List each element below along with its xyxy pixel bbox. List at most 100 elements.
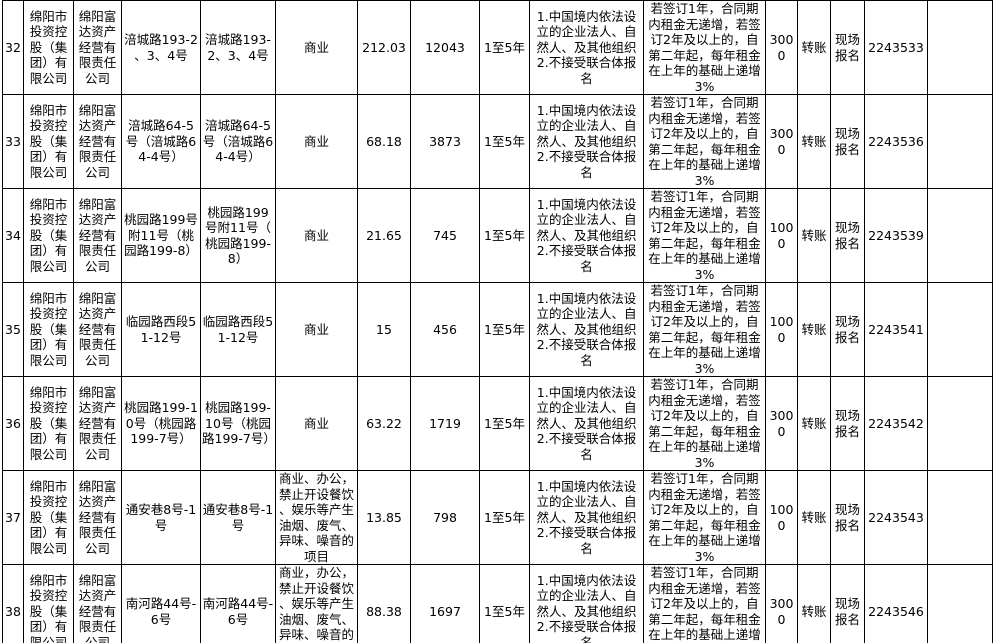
cell-lease-term: 1至5年	[479, 188, 530, 283]
cell-deposit-value: 1000	[765, 282, 798, 377]
cell-lease-term: 1至5年	[479, 0, 530, 95]
eligibility-line: 1.中国境内依法设立的企业法人、自然人、及其他组织	[536, 572, 637, 619]
cell-eligibility: 1.中国境内依法设立的企业法人、自然人、及其他组织 2.不接受联合体报名	[529, 94, 644, 189]
cell-listing-id: 2243541	[864, 282, 928, 377]
cell-usage-type: 商业	[275, 94, 358, 189]
cell-operator-company: 绵阳富达资产经营有限责任公司	[73, 282, 122, 377]
cell-area-value: 13.85	[357, 470, 411, 565]
cell-eligibility: 1.中国境内依法设立的企业法人、自然人、及其他组织 2.不接受联合体报名	[529, 376, 644, 471]
cell-registration-method: 现场报名	[830, 376, 865, 471]
cell-deposit-value: 1000	[765, 188, 798, 283]
cell-deposit-value: 3000	[765, 0, 798, 95]
eligibility-line: 2.不接受联合体报名	[536, 431, 637, 462]
cell-rent-increase-terms: 若签订1年，合同期内租金无递增，若签订2年及以上的，自第二年起，每年租金在上年的…	[643, 376, 766, 471]
cell-lease-term: 1至5年	[479, 564, 530, 643]
cell-registration-method: 现场报名	[830, 94, 865, 189]
cell-area-value: 63.22	[357, 376, 411, 471]
cell-row-number: 34	[2, 188, 24, 283]
cell-lease-term: 1至5年	[479, 94, 530, 189]
cell-property-name: 桃园路199号附11号（桃园路199-8）	[121, 188, 201, 283]
cell-property-name: 南河路44号-6号	[121, 564, 201, 643]
eligibility-line: 1.中国境内依法设立的企业法人、自然人、及其他组织	[536, 102, 637, 149]
cell-row-number: 32	[2, 0, 24, 95]
eligibility-line: 1.中国境内依法设立的企业法人、自然人、及其他组织	[536, 196, 637, 243]
cell-eligibility: 1.中国境内依法设立的企业法人、自然人、及其他组织 2.不接受联合体报名	[529, 470, 644, 565]
table-row: 35 绵阳市投资控股（集团）有限公司 绵阳富达资产经营有限责任公司 临园路西段51-1…	[2, 282, 993, 377]
cell-row-number: 38	[2, 564, 24, 643]
cell-owner-company: 绵阳市投资控股（集团）有限公司	[23, 188, 74, 283]
cell-area-value: 88.38	[357, 564, 411, 643]
cell-extra-cell	[927, 282, 993, 377]
cell-rent-increase-terms: 若签订1年，合同期内租金无递增，若签订2年及以上的，自第二年起，每年租金在上年的…	[643, 282, 766, 377]
cell-rent-value: 1719	[410, 376, 480, 471]
cell-eligibility: 1.中国境内依法设立的企业法人、自然人、及其他组织 2.不接受联合体报名	[529, 282, 644, 377]
eligibility-line: 2.不接受联合体报名	[536, 337, 637, 368]
cell-listing-id: 2243539	[864, 188, 928, 283]
eligibility-line: 1.中国境内依法设立的企业法人、自然人、及其他组织	[536, 290, 637, 337]
cell-eligibility: 1.中国境内依法设立的企业法人、自然人、及其他组织 2.不接受联合体报名	[529, 564, 644, 643]
cell-deposit-value: 1000	[765, 470, 798, 565]
eligibility-line: 1.中国境内依法设立的企业法人、自然人、及其他组织	[536, 478, 637, 525]
cell-operator-company: 绵阳富达资产经营有限责任公司	[73, 188, 122, 283]
cell-operator-company: 绵阳富达资产经营有限责任公司	[73, 470, 122, 565]
cell-property-location: 通安巷8号-1号	[200, 470, 276, 565]
cell-listing-id: 2243546	[864, 564, 928, 643]
eligibility-line: 2.不接受联合体报名	[536, 525, 637, 556]
cell-rent-value: 1697	[410, 564, 480, 643]
eligibility-line: 2.不接受联合体报名	[536, 619, 637, 643]
cell-operator-company: 绵阳富达资产经营有限责任公司	[73, 564, 122, 643]
cell-row-number: 33	[2, 94, 24, 189]
cell-property-name: 临园路西段51-12号	[121, 282, 201, 377]
cell-lease-term: 1至5年	[479, 470, 530, 565]
eligibility-line: 1.中国境内依法设立的企业法人、自然人、及其他组织	[536, 8, 637, 55]
cell-property-name: 涪城路193-2、3、4号	[121, 0, 201, 95]
cell-registration-method: 现场报名	[830, 470, 865, 565]
cell-owner-company: 绵阳市投资控股（集团）有限公司	[23, 470, 74, 565]
cell-lease-term: 1至5年	[479, 376, 530, 471]
cell-deposit-value: 3000	[765, 564, 798, 643]
cell-eligibility: 1.中国境内依法设立的企业法人、自然人、及其他组织 2.不接受联合体报名	[529, 188, 644, 283]
cell-registration-method: 现场报名	[830, 564, 865, 643]
cell-listing-id: 2243542	[864, 376, 928, 471]
cell-property-location: 涪城路64-5号（涪城路64-4号）	[200, 94, 276, 189]
cell-rent-increase-terms: 若签订1年，合同期内租金无递增，若签订2年及以上的，自第二年起，每年租金在上年的…	[643, 0, 766, 95]
cell-usage-type: 商业	[275, 282, 358, 377]
cell-area-value: 68.18	[357, 94, 411, 189]
cell-row-number: 37	[2, 470, 24, 565]
eligibility-line: 2.不接受联合体报名	[536, 149, 637, 180]
cell-registration-method: 现场报名	[830, 282, 865, 377]
cell-area-value: 15	[357, 282, 411, 377]
cell-lease-term: 1至5年	[479, 282, 530, 377]
cell-extra-cell	[927, 0, 993, 95]
cell-owner-company: 绵阳市投资控股（集团）有限公司	[23, 564, 74, 643]
cell-usage-type: 商业、办公，禁止开设餐饮、娱乐等产生油烟、废气、异味、噪音的项目	[275, 470, 358, 565]
cell-payment-method: 转账	[797, 0, 831, 95]
eligibility-line: 1.中国境内依法设立的企业法人、自然人、及其他组织	[536, 384, 637, 431]
cell-payment-method: 转账	[797, 376, 831, 471]
cell-usage-type: 商业	[275, 0, 358, 95]
cell-deposit-value: 3000	[765, 94, 798, 189]
cell-row-number: 35	[2, 282, 24, 377]
cell-payment-method: 转账	[797, 470, 831, 565]
cell-rent-value: 12043	[410, 0, 480, 95]
cell-rent-value: 456	[410, 282, 480, 377]
eligibility-line: 2.不接受联合体报名	[536, 243, 637, 274]
cell-property-location: 临园路西段51-12号	[200, 282, 276, 377]
cell-rent-increase-terms: 若签订1年，合同期内租金无递增，若签订2年及以上的，自第二年起，每年租金在上年的…	[643, 94, 766, 189]
cell-property-location: 涪城路193-2、3、4号	[200, 0, 276, 95]
cell-rent-increase-terms: 若签订1年，合同期内租金无递增，若签订2年及以上的，自第二年起，每年租金在上年的…	[643, 470, 766, 565]
cell-owner-company: 绵阳市投资控股（集团）有限公司	[23, 94, 74, 189]
cell-extra-cell	[927, 564, 993, 643]
cell-rent-value: 798	[410, 470, 480, 565]
cell-operator-company: 绵阳富达资产经营有限责任公司	[73, 94, 122, 189]
table-row: 34 绵阳市投资控股（集团）有限公司 绵阳富达资产经营有限责任公司 桃园路199号附1…	[2, 188, 993, 283]
cell-deposit-value: 3000	[765, 376, 798, 471]
table-row: 32 绵阳市投资控股（集团）有限公司 绵阳富达资产经营有限责任公司 涪城路193-2、…	[2, 0, 993, 95]
cell-owner-company: 绵阳市投资控股（集团）有限公司	[23, 282, 74, 377]
cell-operator-company: 绵阳富达资产经营有限责任公司	[73, 0, 122, 95]
cell-owner-company: 绵阳市投资控股（集团）有限公司	[23, 376, 74, 471]
cell-operator-company: 绵阳富达资产经营有限责任公司	[73, 376, 122, 471]
cell-extra-cell	[927, 470, 993, 565]
